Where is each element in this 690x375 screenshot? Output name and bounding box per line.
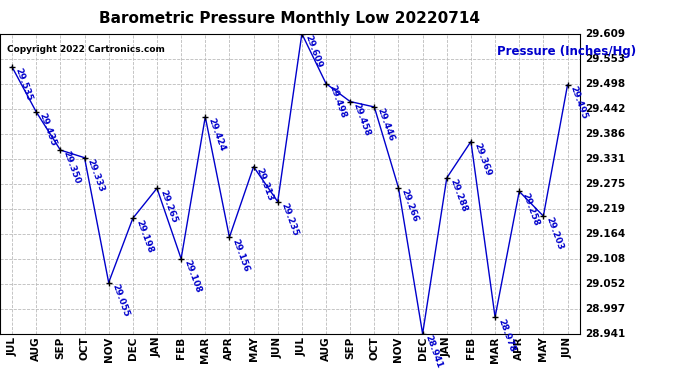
Text: 28.997: 28.997: [585, 304, 625, 313]
Text: 29.495: 29.495: [569, 85, 589, 121]
Text: 28.978: 28.978: [496, 317, 517, 353]
Text: 29.265: 29.265: [158, 188, 179, 224]
Text: 29.442: 29.442: [585, 104, 626, 114]
Text: Copyright 2022 Cartronics.com: Copyright 2022 Cartronics.com: [7, 45, 165, 54]
Text: 29.313: 29.313: [255, 166, 275, 202]
Text: 29.266: 29.266: [400, 188, 420, 224]
Text: 29.156: 29.156: [230, 237, 251, 273]
Text: 29.350: 29.350: [61, 150, 82, 186]
Text: 29.288: 29.288: [448, 178, 469, 214]
Text: 29.108: 29.108: [585, 254, 625, 264]
Text: 29.435: 29.435: [37, 112, 58, 148]
Text: 28.941: 28.941: [424, 334, 444, 370]
Text: 29.498: 29.498: [327, 84, 348, 120]
Text: 29.535: 29.535: [13, 67, 34, 103]
Text: 29.458: 29.458: [351, 102, 372, 137]
Text: 29.108: 29.108: [182, 259, 203, 294]
Text: Barometric Pressure Monthly Low 20220714: Barometric Pressure Monthly Low 20220714: [99, 11, 480, 26]
Text: 29.219: 29.219: [585, 204, 625, 214]
Text: 29.275: 29.275: [585, 179, 625, 189]
Text: 29.446: 29.446: [375, 107, 396, 143]
Text: 29.235: 29.235: [279, 202, 299, 237]
Text: 28.941: 28.941: [585, 329, 625, 339]
Text: 29.333: 29.333: [86, 158, 106, 194]
Text: 29.258: 29.258: [520, 191, 541, 227]
Text: 29.198: 29.198: [134, 218, 155, 254]
Text: 29.369: 29.369: [472, 141, 493, 177]
Text: 29.609: 29.609: [585, 29, 625, 39]
Text: 29.331: 29.331: [585, 154, 625, 164]
Text: 29.609: 29.609: [303, 34, 324, 69]
Text: 29.553: 29.553: [585, 54, 625, 64]
Text: 29.052: 29.052: [585, 279, 625, 289]
Text: 29.203: 29.203: [544, 216, 565, 252]
Text: 29.055: 29.055: [110, 282, 130, 318]
Text: 29.164: 29.164: [585, 229, 625, 238]
Text: 29.386: 29.386: [585, 129, 625, 139]
Text: 29.498: 29.498: [585, 79, 625, 88]
Text: 29.424: 29.424: [206, 117, 227, 153]
Text: Pressure (Inches/Hg): Pressure (Inches/Hg): [497, 45, 636, 58]
